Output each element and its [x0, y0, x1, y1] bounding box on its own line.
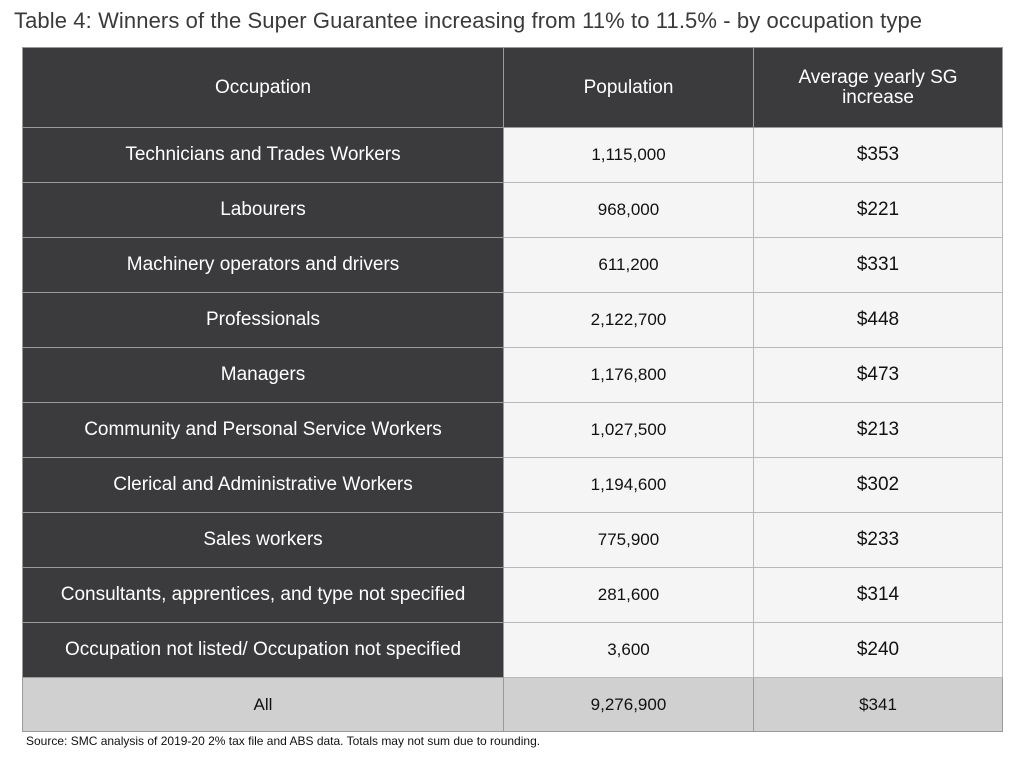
occupation-cell: Consultants, apprentices, and type not s… — [22, 567, 504, 623]
population-cell: 3,600 — [503, 622, 754, 678]
table-row: Professionals 2,122,700 $448 — [22, 292, 1003, 348]
increase-cell: $213 — [753, 402, 1003, 458]
increase-cell: $302 — [753, 457, 1003, 513]
table-row: Clerical and Administrative Workers 1,19… — [22, 457, 1003, 513]
header-average-increase: Average yearly SG increase — [753, 47, 1003, 128]
table-row: Occupation not listed/ Occupation not sp… — [22, 622, 1003, 678]
population-cell: 2,122,700 — [503, 292, 754, 348]
sg-occupation-table: Occupation Population Average yearly SG … — [22, 47, 1003, 732]
source-note: Source: SMC analysis of 2019-20 2% tax f… — [26, 734, 541, 748]
population-cell: 281,600 — [503, 567, 754, 623]
table-row: Labourers 968,000 $221 — [22, 182, 1003, 238]
table-row: Managers 1,176,800 $473 — [22, 347, 1003, 403]
population-cell: 611,200 — [503, 237, 754, 293]
occupation-cell: Labourers — [22, 182, 504, 238]
increase-cell: $448 — [753, 292, 1003, 348]
increase-cell: $240 — [753, 622, 1003, 678]
table-row: Machinery operators and drivers 611,200 … — [22, 237, 1003, 293]
population-cell: 1,194,600 — [503, 457, 754, 513]
table-title: Table 4: Winners of the Super Guarantee … — [14, 8, 923, 33]
population-cell: 775,900 — [503, 512, 754, 568]
header-occupation: Occupation — [22, 47, 504, 128]
population-cell: 1,115,000 — [503, 127, 754, 183]
occupation-cell: Technicians and Trades Workers — [22, 127, 504, 183]
total-row: All 9,276,900 $341 — [22, 677, 1003, 732]
occupation-cell: Machinery operators and drivers — [22, 237, 504, 293]
table-header-row: Occupation Population Average yearly SG … — [22, 47, 1003, 128]
total-population-cell: 9,276,900 — [503, 677, 754, 732]
increase-cell: $473 — [753, 347, 1003, 403]
population-cell: 1,176,800 — [503, 347, 754, 403]
population-cell: 968,000 — [503, 182, 754, 238]
header-population: Population — [503, 47, 754, 128]
occupation-cell: Professionals — [22, 292, 504, 348]
population-cell: 1,027,500 — [503, 402, 754, 458]
table-row: Sales workers 775,900 $233 — [22, 512, 1003, 568]
increase-cell: $221 — [753, 182, 1003, 238]
occupation-cell: Community and Personal Service Workers — [22, 402, 504, 458]
table-row: Technicians and Trades Workers 1,115,000… — [22, 127, 1003, 183]
table-row: Community and Personal Service Workers 1… — [22, 402, 1003, 458]
table-row: Consultants, apprentices, and type not s… — [22, 567, 1003, 623]
occupation-cell: Sales workers — [22, 512, 504, 568]
total-occupation-cell: All — [22, 677, 504, 732]
occupation-cell: Clerical and Administrative Workers — [22, 457, 504, 513]
increase-cell: $314 — [753, 567, 1003, 623]
occupation-cell: Occupation not listed/ Occupation not sp… — [22, 622, 504, 678]
increase-cell: $353 — [753, 127, 1003, 183]
increase-cell: $233 — [753, 512, 1003, 568]
occupation-cell: Managers — [22, 347, 504, 403]
total-increase-cell: $341 — [753, 677, 1003, 732]
increase-cell: $331 — [753, 237, 1003, 293]
